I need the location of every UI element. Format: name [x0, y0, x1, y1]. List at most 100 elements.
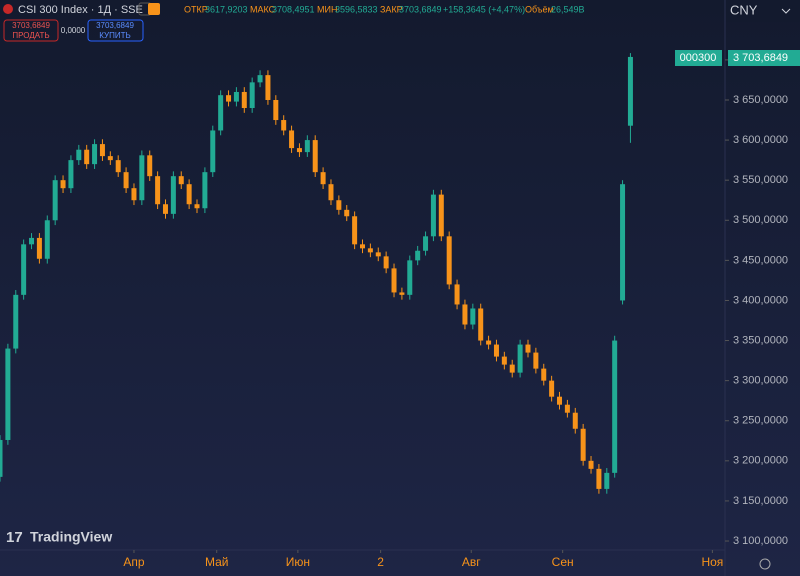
sell-button[interactable]	[3, 19, 59, 42]
y-tick-label: 3 100,0000	[733, 535, 788, 547]
candle-body	[407, 260, 413, 295]
candle-body	[218, 95, 224, 131]
candle-body	[533, 352, 539, 369]
candle-body	[596, 468, 602, 489]
x-tick-label: Сен	[552, 555, 574, 569]
candle-body	[249, 82, 255, 109]
candle-body	[438, 194, 444, 237]
candle-body	[525, 344, 531, 353]
candle-body	[454, 284, 460, 305]
x-tick-label: Июн	[286, 555, 310, 569]
candle-body	[375, 252, 381, 257]
currency[interactable]: CNY	[730, 2, 758, 17]
sell-label: ПРОДАТЬ	[12, 31, 49, 40]
candle-body	[501, 356, 507, 365]
candle-body	[265, 75, 271, 100]
settings-icon[interactable]	[759, 558, 771, 570]
candle-body	[289, 130, 295, 149]
x-tick-label: Ноя	[701, 555, 723, 569]
candle-body	[257, 75, 263, 83]
candle-body	[446, 236, 452, 285]
y-tick-label: 3 550,0000	[733, 174, 788, 186]
candle-body	[76, 149, 82, 161]
candle-body	[612, 340, 618, 473]
plot	[0, 53, 633, 494]
label: ОТКР	[184, 4, 208, 14]
candle-body	[155, 176, 161, 205]
candle-body	[604, 472, 610, 489]
candle-body	[68, 160, 74, 189]
candle-body	[147, 155, 153, 177]
candle-body	[202, 172, 208, 209]
candle-body	[107, 156, 113, 161]
price: 3 703,6849	[733, 52, 788, 64]
candle-body	[430, 194, 436, 237]
candle-body	[29, 237, 35, 245]
candle-body	[226, 95, 232, 102]
candle-body	[115, 160, 121, 173]
candle-body	[44, 220, 50, 259]
buy-button[interactable]	[87, 19, 144, 42]
candle-body	[580, 428, 586, 461]
candle-body	[415, 250, 421, 261]
candle-body	[139, 155, 145, 201]
candle-body	[162, 204, 168, 214]
candle-body	[60, 180, 66, 189]
candle-body	[328, 184, 334, 201]
x-tick-label: Авг	[462, 555, 481, 569]
dropdown-arrow	[781, 8, 791, 14]
currency-box[interactable]	[726, 0, 800, 22]
candle-body	[564, 404, 570, 413]
candle-body	[178, 176, 184, 185]
symbol-icon	[3, 4, 13, 14]
y-tick-label: 3 300,0000	[733, 375, 788, 387]
candle-body	[557, 396, 563, 405]
candle-body	[210, 130, 216, 173]
price-tag	[728, 50, 800, 66]
value: 3703,6849	[399, 4, 442, 14]
candle-body	[627, 56, 633, 126]
candle-body	[541, 368, 547, 381]
label: МАКС	[250, 4, 276, 14]
y-tick-label: 3 400,0000	[733, 294, 788, 306]
label: МИН	[317, 4, 337, 14]
candle-body	[478, 308, 484, 341]
y-tick-label: 3 150,0000	[733, 495, 788, 507]
candle-body	[92, 144, 98, 165]
icon[interactable]	[148, 3, 160, 15]
candle-body	[52, 180, 58, 221]
candle-body	[493, 344, 499, 357]
candle-body	[423, 236, 429, 251]
candle-body	[84, 149, 90, 165]
value: 3708,4951	[272, 4, 315, 14]
candle-body	[572, 412, 578, 429]
candle-body	[549, 380, 555, 397]
candle-body	[233, 91, 239, 102]
candle-body	[281, 120, 287, 131]
candle-body	[36, 237, 42, 259]
y-tick-label: 3 200,0000	[733, 455, 788, 467]
candle-body	[352, 216, 358, 245]
candle-body	[194, 204, 200, 209]
candle-body	[312, 140, 318, 173]
candle-body	[170, 176, 176, 214]
candle-body	[304, 140, 310, 153]
ticker: 000300	[680, 52, 717, 64]
ticker-tag	[675, 50, 722, 66]
candle-body	[462, 304, 468, 325]
candle-body	[588, 460, 594, 469]
logo: TradingView	[30, 529, 112, 545]
x-tick-label: Май	[205, 555, 229, 569]
candle-body	[131, 188, 137, 201]
candle-body	[336, 200, 342, 210]
candle-body	[21, 244, 27, 295]
candle-body	[13, 294, 19, 349]
candle-body	[486, 340, 492, 345]
y-tick-label: 3 350,0000	[733, 334, 788, 346]
candle-body	[241, 91, 247, 109]
candle-body	[99, 144, 105, 157]
y-tick-label: 3 450,0000	[733, 254, 788, 266]
candle-body	[123, 172, 129, 189]
